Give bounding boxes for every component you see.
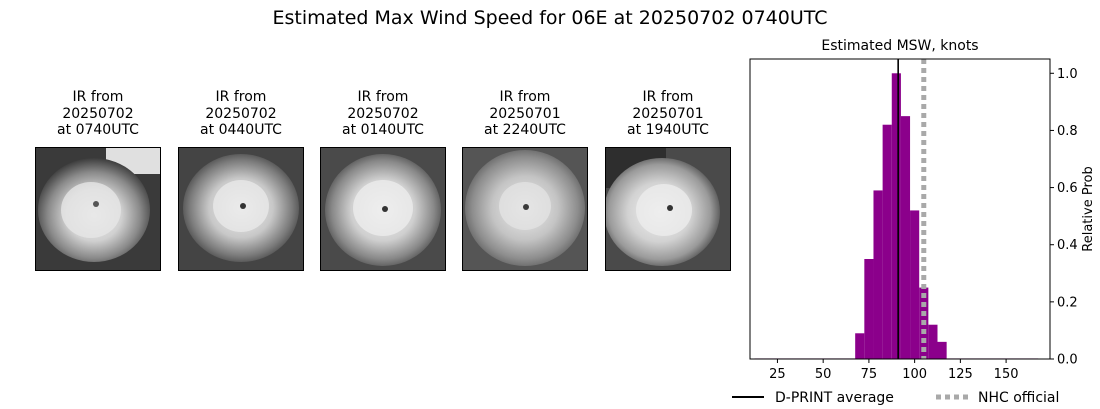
ir-satellite-image: [178, 147, 304, 271]
caption-date: 20250702: [347, 105, 419, 122]
x-tick-label: 150: [994, 367, 1019, 382]
histogram-bar: [928, 324, 938, 359]
x-tick-label: 50: [815, 367, 832, 382]
ir-panel-caption: IR from 20250701 at 2240UTC: [462, 89, 588, 141]
legend: D-PRINT average NHC official: [732, 390, 1059, 406]
ir-panel-5: IR from 20250701 at 1940UTC: [605, 89, 731, 271]
reference-lines: [897, 59, 927, 359]
y-tick-label: 0.2: [1057, 295, 1078, 310]
caption-date: 20250701: [489, 105, 561, 122]
histogram-bar: [900, 116, 911, 360]
histogram-bar: [937, 341, 947, 359]
ir-panel-caption: IR from 20250702 at 0440UTC: [178, 89, 304, 141]
x-axis-ticks: 25 50 75 100 125 150: [769, 359, 1019, 382]
histogram-bars: [754, 73, 1039, 360]
y-tick-label: 0.0: [1057, 353, 1078, 368]
caption-line: IR from: [215, 89, 267, 105]
x-tick-label: 100: [902, 367, 927, 382]
y-axis-label: Relative Prob: [1081, 166, 1096, 251]
y-tick-label: 0.4: [1057, 238, 1078, 253]
ir-panel-caption: IR from 20250702 at 0740UTC: [35, 89, 161, 141]
ir-panel-4: IR from 20250701 at 2240UTC: [462, 89, 588, 271]
x-tick-label: 75: [861, 367, 878, 382]
ir-panel-2: IR from 20250702 at 0440UTC: [178, 89, 304, 271]
caption-line: IR from: [499, 89, 551, 105]
ir-panel-caption: IR from 20250702 at 0140UTC: [320, 89, 446, 141]
histogram-bar: [855, 333, 865, 359]
caption-time: at 1940UTC: [627, 122, 709, 138]
histogram-bar: [873, 190, 883, 359]
caption-time: at 0140UTC: [342, 122, 424, 138]
ir-panel-caption: IR from 20250701 at 1940UTC: [605, 89, 731, 141]
legend-label: D-PRINT average: [775, 390, 894, 406]
figure-title: Estimated Max Wind Speed for 06E at 2025…: [272, 7, 828, 29]
caption-date: 20250702: [62, 105, 134, 122]
histogram-bar: [910, 210, 920, 359]
caption-line: IR from: [357, 89, 409, 105]
x-tick-label: 125: [948, 367, 973, 382]
ir-panel-3: IR from 20250702 at 0140UTC: [320, 89, 446, 271]
caption-time: at 2240UTC: [484, 122, 566, 138]
histogram-bar: [891, 73, 901, 360]
ir-satellite-image: [320, 147, 446, 271]
caption-line: IR from: [642, 89, 694, 105]
y-axis-ticks: 0.0 0.2 0.4 0.6 0.8 1.0: [1050, 67, 1078, 368]
ir-satellite-image: [462, 147, 588, 271]
x-tick-label: 25: [769, 367, 786, 382]
caption-time: at 0740UTC: [57, 122, 139, 138]
ir-panel-1: IR from 20250702 at 0740UTC: [35, 89, 161, 271]
caption-line: IR from: [72, 89, 124, 105]
caption-date: 20250701: [632, 105, 704, 122]
ir-satellite-image: [605, 147, 731, 271]
legend-label: NHC official: [978, 390, 1059, 406]
y-tick-label: 0.8: [1057, 124, 1078, 139]
plot-frame: [749, 58, 1051, 360]
chart-title: Estimated MSW, knots: [821, 38, 978, 54]
caption-date: 20250702: [205, 105, 277, 122]
y-tick-label: 0.6: [1057, 181, 1078, 196]
ir-satellite-image: [35, 147, 161, 271]
caption-time: at 0440UTC: [200, 122, 282, 138]
histogram-bar: [882, 124, 892, 359]
histogram-bar: [864, 259, 874, 359]
y-tick-label: 1.0: [1057, 67, 1078, 82]
